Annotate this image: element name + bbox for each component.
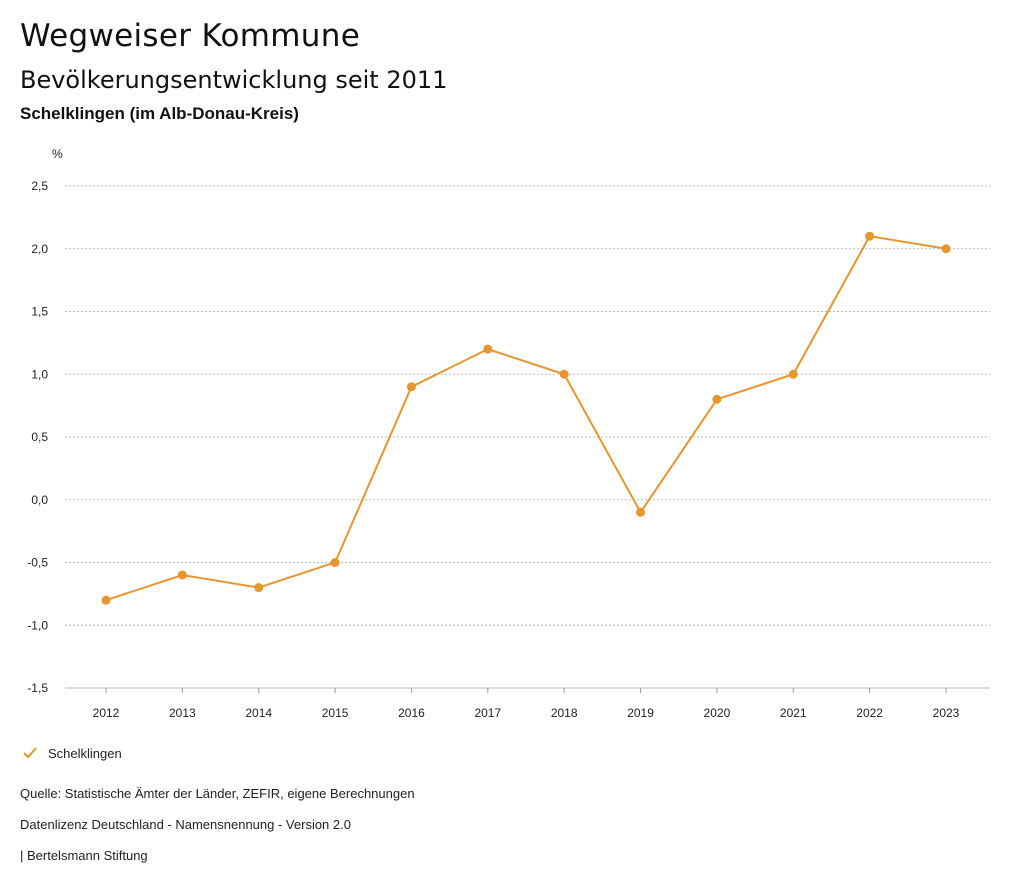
page-title: Wegweiser Kommune: [20, 18, 361, 54]
data-point: [406, 382, 416, 392]
x-tick-label: 2021: [780, 706, 807, 720]
license-note: Datenlizenz Deutschland - Namensnennung …: [20, 817, 351, 832]
x-tick-label: 2018: [551, 706, 578, 720]
data-point: [636, 507, 646, 517]
data-point: [559, 369, 569, 379]
y-tick-label: 0,5: [31, 430, 48, 444]
check-icon: [23, 747, 37, 759]
x-tick-label: 2022: [856, 706, 883, 720]
data-point: [483, 344, 493, 354]
x-tick-label: 2020: [704, 706, 731, 720]
y-tick-label: 1,0: [31, 367, 48, 381]
y-tick-label: 1,5: [31, 305, 48, 319]
publisher-note: | Bertelsmann Stiftung: [20, 848, 148, 863]
legend-label: Schelklingen: [48, 745, 122, 761]
x-tick-label: 2014: [245, 706, 272, 720]
data-point: [254, 583, 264, 593]
x-tick-label: 2012: [93, 706, 120, 720]
line-chart: % 2,5 2,0 1,5 1,0 0,5 0,0 -0,5 -1,0 -1,5 2012 2013 2…: [27, 147, 990, 720]
x-tick-label: 2017: [474, 706, 501, 720]
data-point: [177, 570, 187, 580]
place-label: Schelklingen (im Alb-Donau-Kreis): [20, 104, 299, 123]
data-point: [712, 394, 722, 404]
x-tick-label: 2023: [933, 706, 960, 720]
series-line: [105, 235, 947, 602]
x-tick-label: 2016: [398, 706, 425, 720]
source-note: Quelle: Statistische Ämter der Länder, Z…: [20, 786, 415, 801]
y-tick-label: -0,5: [27, 556, 48, 570]
data-point: [330, 558, 340, 567]
x-tick-label: 2013: [169, 706, 196, 720]
y-tick-label: 0,0: [31, 493, 48, 507]
data-point: [101, 595, 111, 605]
data-point: [941, 244, 951, 254]
y-tick-label: 2,5: [31, 179, 48, 193]
y-tick-label: -1,5: [27, 681, 48, 695]
legend[interactable]: Schelklingen: [22, 745, 122, 761]
x-tick-label: 2019: [627, 706, 654, 720]
y-tick-label: -1,0: [27, 618, 48, 632]
y-unit-label: %: [52, 147, 63, 161]
data-point: [788, 369, 798, 379]
data-point: [865, 231, 875, 241]
chart-subtitle: Bevölkerungsentwicklung seit 2011: [20, 66, 448, 94]
y-tick-label: 2,0: [31, 242, 48, 256]
x-tick-label: 2015: [322, 706, 349, 720]
